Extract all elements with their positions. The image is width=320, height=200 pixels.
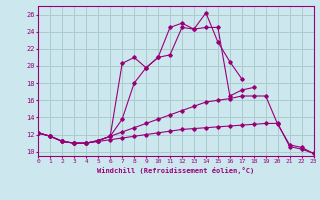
X-axis label: Windchill (Refroidissement éolien,°C): Windchill (Refroidissement éolien,°C) [97, 167, 255, 174]
